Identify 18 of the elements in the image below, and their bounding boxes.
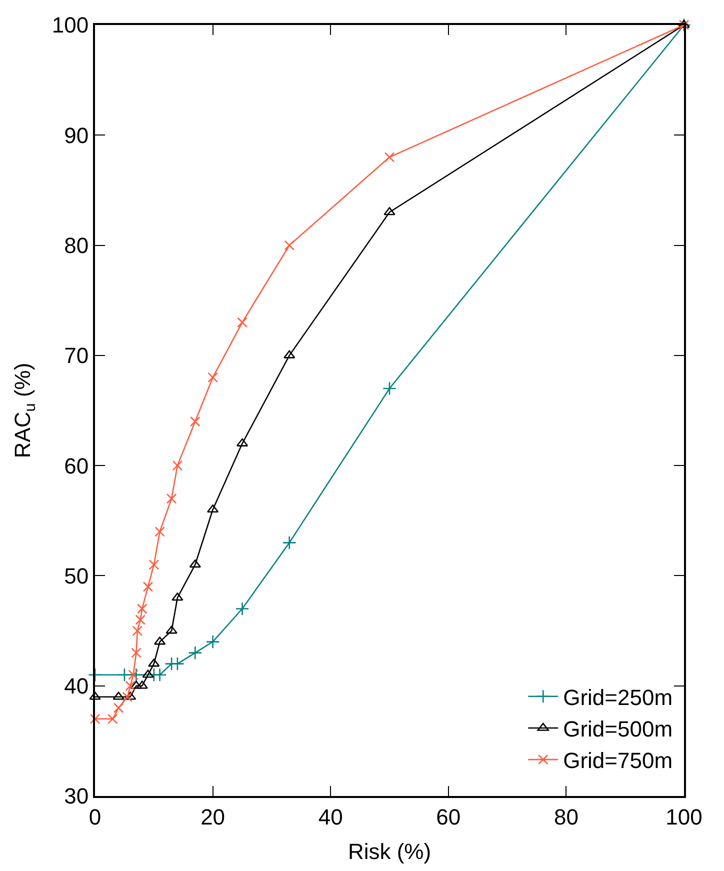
legend-label: Grid=750m (563, 748, 673, 774)
y-tick-label: 90 (64, 122, 89, 148)
legend-label: Grid=500m (563, 716, 673, 742)
x-tick-label: 20 (200, 804, 226, 830)
x-tick-label: 100 (666, 804, 702, 830)
y-tick-label: 70 (64, 343, 89, 368)
x-tick-label: 60 (436, 804, 461, 830)
y-tick-label: 100 (52, 12, 89, 38)
y-tick-label: 50 (64, 563, 89, 588)
y-tick-label: 40 (64, 674, 89, 699)
x-axis-title: Risk (%) (348, 838, 432, 864)
x-tick-label: 40 (318, 804, 343, 830)
x-tick-label: 0 (88, 804, 102, 830)
y-tick-label: 80 (64, 232, 89, 258)
legend-label: Grid=250m (563, 684, 673, 710)
y-tick-label: 30 (64, 784, 89, 809)
y-tick-label: 60 (64, 453, 89, 478)
x-tick-label: 80 (554, 804, 578, 830)
